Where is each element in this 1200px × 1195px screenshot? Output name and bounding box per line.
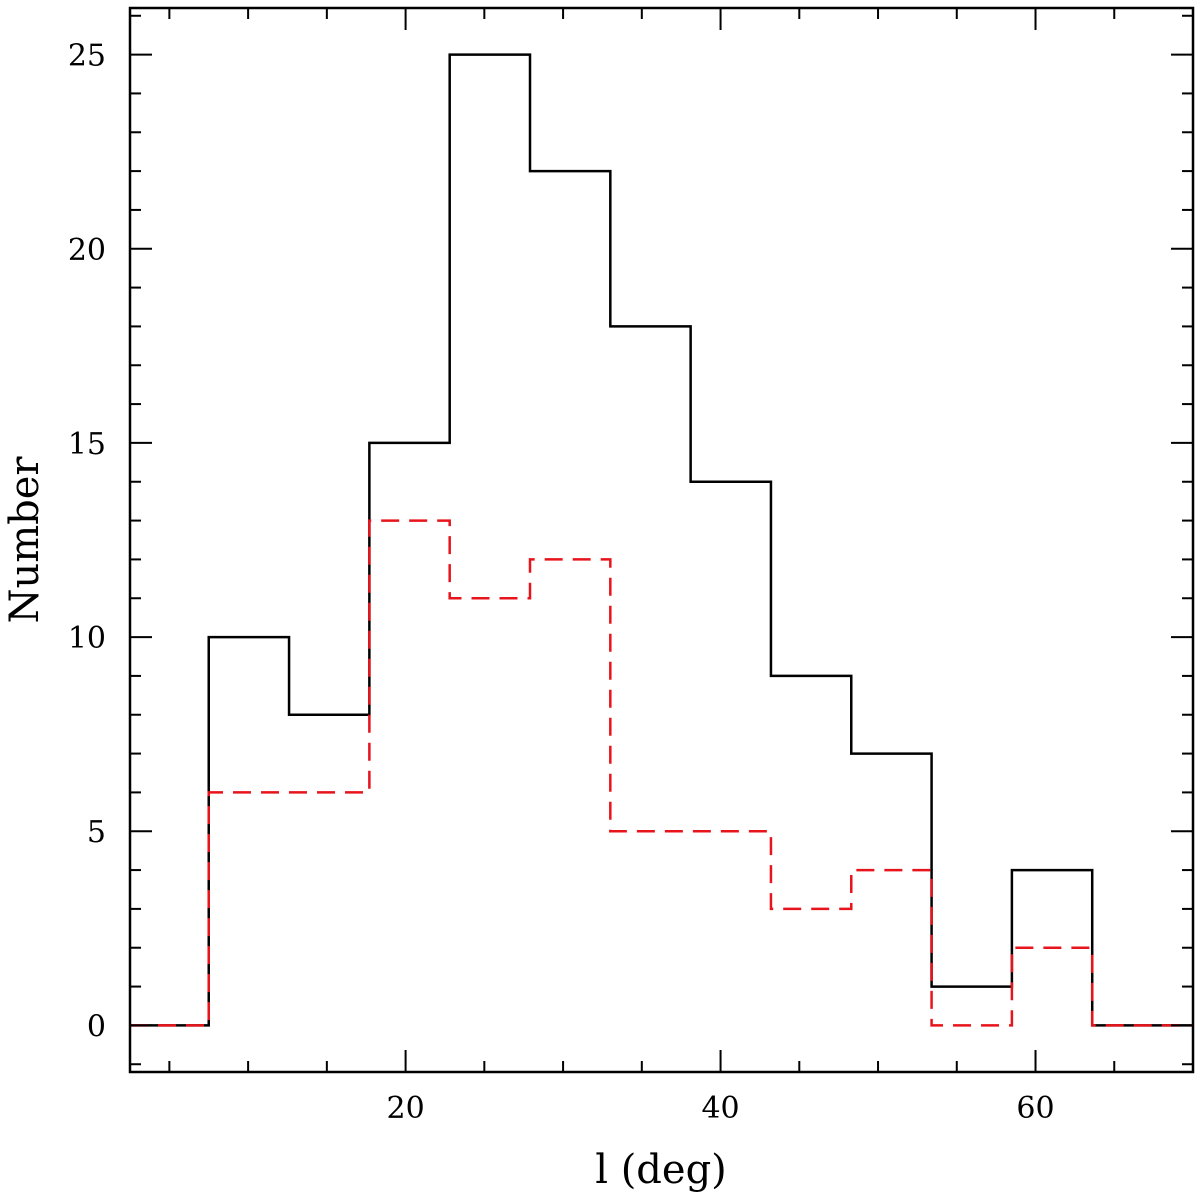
y-axis-label: Number <box>2 456 48 624</box>
y-tick-label: 25 <box>68 39 106 74</box>
x-tick-label: 40 <box>701 1091 739 1126</box>
series-layer <box>130 53 1193 1027</box>
x-tick-label: 20 <box>386 1091 424 1126</box>
y-tick-label: 10 <box>68 621 106 656</box>
x-axis-label: l (deg) <box>595 1147 727 1193</box>
y-tick-label: 0 <box>87 1009 106 1044</box>
histogram-series-1 <box>130 53 1193 1027</box>
x-tick-label: 60 <box>1016 1091 1054 1126</box>
plot-frame <box>128 6 1195 1074</box>
y-tick-label: 20 <box>68 233 106 268</box>
histogram-series-2 <box>130 519 1193 1027</box>
y-tick-label: 15 <box>68 427 106 462</box>
y-tick-label: 5 <box>87 815 106 850</box>
ticks-layer <box>130 8 1194 1072</box>
tick-labels-layer: 20 40 60 0 5 10 15 20 25 <box>68 39 1055 1126</box>
